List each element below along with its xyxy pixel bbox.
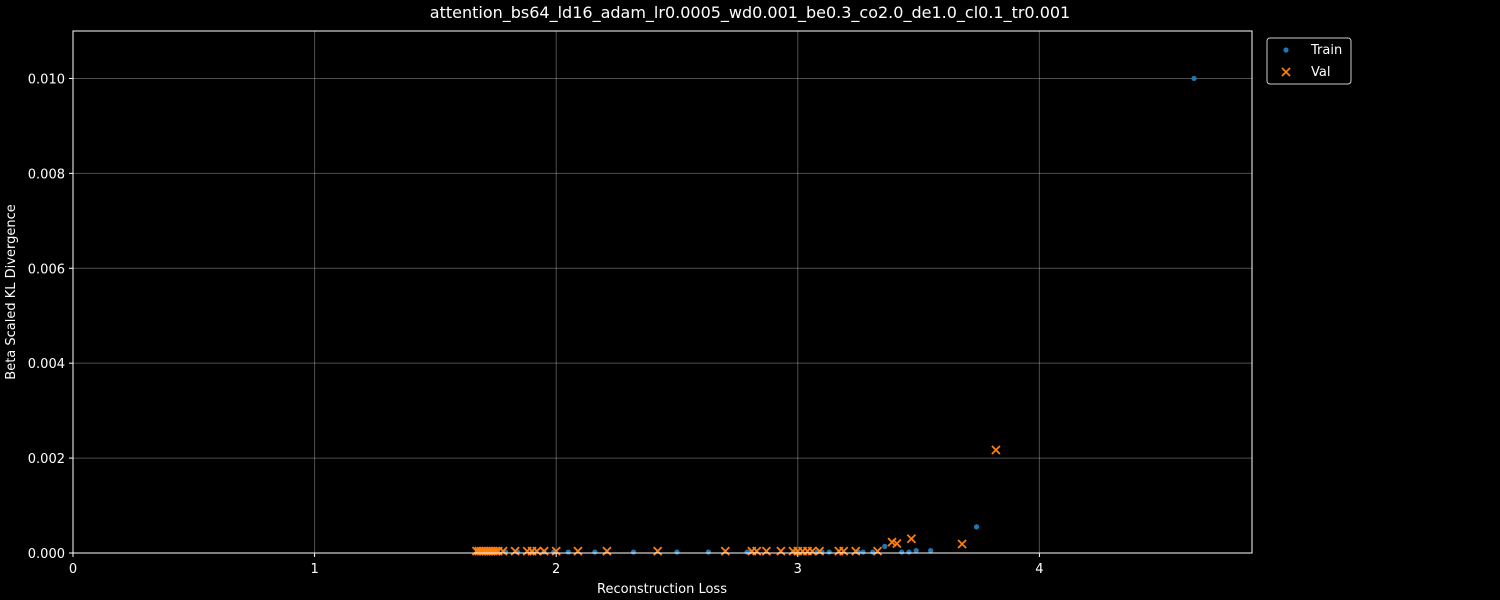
val-point [522,546,532,556]
legend-label: Val [1311,65,1330,80]
x-axis-label: Reconstruction Loss [597,582,727,597]
plot-frame [72,30,1253,554]
legend-train-marker [1283,47,1289,53]
train-point [913,548,919,554]
train-point [906,549,912,555]
data-points [471,75,1197,556]
val-point [872,546,883,556]
y-tick-label: 0.008 [28,167,65,182]
val-point [539,546,549,556]
x-tick-label: 4 [1035,562,1043,577]
val-point [776,546,786,556]
val-point [653,546,663,556]
x-tick-label: 3 [794,562,802,577]
y-axis-ticks: 0.000 0.002 0.004 0.006 0.008 0.010 [28,72,73,562]
val-point [573,546,583,556]
grid-lines [72,31,1252,554]
y-tick-label: 0.010 [28,72,65,87]
chart-title: attention_bs64_ld16_adam_lr0.0005_wd0.00… [430,3,1070,23]
train-point [882,543,888,549]
train-point [860,549,866,555]
val-point [747,546,757,556]
train-point [928,548,934,554]
val-point [851,546,861,556]
legend: Train Val [1266,37,1352,85]
train-point [592,549,598,555]
val-point [814,546,825,556]
train-point [565,549,571,555]
legend-label: Train [1310,43,1342,58]
val-point [602,546,612,556]
val-point [788,546,798,556]
y-axis-label: Beta Scaled KL Divergence [4,204,19,379]
val-point [720,546,730,556]
train-point [826,549,832,555]
legend-val-marker [1281,67,1291,77]
y-tick-label: 0.000 [28,547,65,562]
val-point [906,534,916,544]
val-point [474,546,484,556]
y-tick-label: 0.002 [28,452,65,467]
train-point [973,524,980,530]
y-tick-label: 0.004 [28,357,65,372]
val-point [957,539,967,549]
x-tick-label: 1 [310,562,318,577]
train-point [1191,75,1197,82]
train-point [674,549,680,555]
val-point [761,546,772,556]
y-tick-label: 0.006 [28,262,65,277]
val-point [471,546,482,556]
x-tick-label: 2 [552,562,560,577]
train-point [630,549,637,555]
x-axis-ticks: 0 1 2 3 4 [69,553,1044,577]
val-point [551,546,561,556]
val-point [991,445,1001,455]
x-tick-label: 0 [69,562,77,577]
val-point [887,537,897,547]
val-point [834,546,844,556]
train-point [705,549,712,555]
val-point [510,546,520,556]
train-point [899,549,905,555]
